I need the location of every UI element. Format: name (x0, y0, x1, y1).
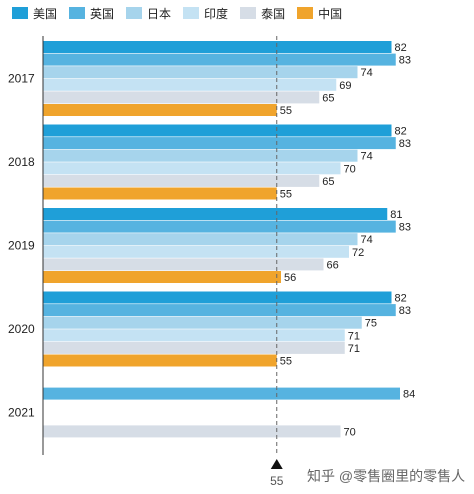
legend-item: 英国 (69, 4, 114, 22)
bar (43, 258, 324, 271)
data-label: 72 (352, 247, 364, 259)
reference-label: 55 (270, 474, 284, 488)
legend-item: 泰国 (240, 4, 285, 22)
bar (43, 66, 358, 79)
data-label: 83 (399, 138, 411, 150)
data-label: 56 (284, 272, 296, 284)
bar (43, 174, 320, 187)
reference-marker-icon (270, 459, 283, 469)
bar (43, 425, 341, 438)
bar (43, 78, 337, 91)
bar (43, 149, 358, 162)
legend-label: 印度 (204, 6, 229, 21)
legend-label: 泰国 (261, 6, 286, 21)
data-label: 82 (395, 42, 407, 54)
category-label: 2020 (8, 322, 35, 336)
bar (43, 245, 349, 258)
data-label: 70 (344, 426, 356, 438)
legend-swatch (126, 7, 143, 19)
legend-swatch (183, 7, 200, 19)
data-label: 83 (399, 222, 411, 234)
category-label: 2018 (8, 155, 35, 169)
bar (43, 104, 277, 116)
legend-swatch (297, 7, 314, 19)
legend-label: 中国 (318, 6, 343, 21)
watermark: 知乎 @零售圈里的零售人 (307, 468, 466, 484)
bar (43, 341, 345, 354)
data-label: 83 (399, 305, 411, 317)
data-label: 55 (280, 105, 292, 117)
bar (43, 304, 396, 317)
bar (43, 53, 396, 66)
legend-label: 英国 (90, 6, 115, 21)
bar (43, 354, 277, 367)
data-label: 81 (390, 209, 402, 221)
category-label: 2021 (8, 406, 35, 420)
data-label: 71 (348, 343, 360, 355)
data-label: 75 (365, 318, 377, 330)
data-label: 74 (361, 67, 373, 79)
legend-swatch (12, 7, 28, 19)
category-label: 2017 (8, 72, 35, 86)
bar (43, 316, 362, 329)
data-label: 65 (322, 176, 334, 188)
legend-swatch (240, 7, 257, 19)
data-label: 65 (322, 92, 334, 104)
bar (43, 387, 400, 400)
bar (43, 91, 320, 104)
data-label: 70 (344, 163, 356, 175)
data-label: 66 (327, 259, 339, 271)
category-label: 2019 (8, 239, 35, 253)
data-label: 82 (395, 126, 407, 138)
bar (43, 162, 341, 175)
bar (43, 41, 392, 53)
legend-swatch (69, 7, 86, 19)
data-label: 74 (361, 234, 373, 246)
data-label: 69 (339, 80, 351, 92)
data-label: 71 (348, 330, 360, 342)
legend-label: 日本 (147, 6, 172, 21)
bar (43, 233, 358, 246)
bar (43, 124, 392, 137)
legend-item: 日本 (126, 4, 171, 22)
legend-item: 中国 (297, 4, 342, 22)
legend-item: 印度 (183, 4, 228, 22)
bar (43, 208, 388, 220)
data-label: 74 (361, 151, 373, 163)
chart-legend: 美国 英国 日本 印度 泰国 中国 (12, 4, 354, 22)
data-label: 55 (280, 356, 292, 368)
legend-item: 美国 (12, 4, 57, 22)
data-label: 84 (403, 389, 415, 401)
data-label: 55 (280, 189, 292, 201)
bar (43, 329, 345, 342)
data-label: 82 (395, 293, 407, 305)
bar (43, 187, 277, 200)
bar (43, 291, 392, 304)
bar (43, 271, 281, 283)
bar (43, 137, 396, 150)
data-label: 83 (399, 55, 411, 67)
bar (43, 220, 396, 233)
legend-label: 美国 (33, 6, 58, 21)
